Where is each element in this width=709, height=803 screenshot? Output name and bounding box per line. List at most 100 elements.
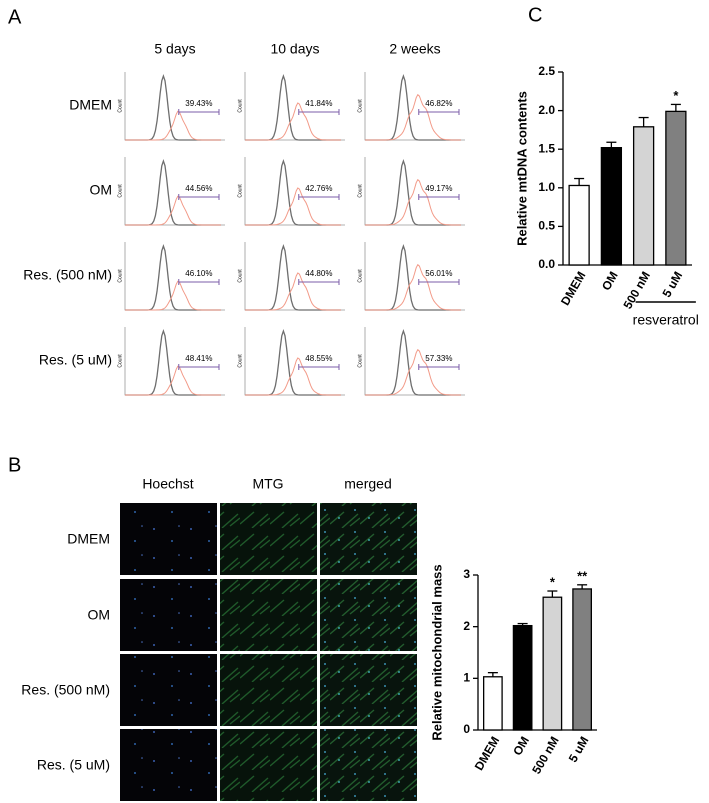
- axis-label: Count: [357, 99, 363, 113]
- sample-curve: [245, 357, 341, 396]
- row-label: Res. (500 nM): [23, 267, 112, 283]
- gate-bracket: [178, 364, 220, 370]
- sample-curve: [365, 178, 461, 226]
- y-tick-label: 1: [463, 671, 470, 685]
- panel-label: B: [8, 454, 21, 476]
- significance: *: [673, 88, 679, 103]
- micrograph: [220, 579, 317, 651]
- gate-percent: 44.80%: [305, 269, 332, 278]
- micrograph: [120, 579, 217, 651]
- micrograph: [320, 503, 417, 575]
- gate-bracket: [298, 279, 340, 285]
- y-axis-label: Relative mitochondrial mass: [429, 564, 444, 740]
- bar: [665, 110, 687, 266]
- axis-label: Count: [237, 184, 243, 198]
- sample-curve: [365, 93, 461, 141]
- gate-percent: 48.41%: [185, 354, 212, 363]
- panel-label: C: [528, 4, 542, 26]
- y-tick-label: 1.5: [538, 141, 555, 155]
- y-tick-label: 1.0: [538, 180, 555, 194]
- gate-percent: 46.82%: [425, 99, 452, 108]
- gate-bracket: [298, 194, 340, 200]
- gate-percent: 46.10%: [185, 269, 212, 278]
- y-axis-label: Relative mtDNA contents: [514, 91, 529, 246]
- gate-percent: 39.43%: [185, 99, 212, 108]
- column-header: 5 days: [154, 41, 195, 57]
- x-tick-label: 5 uM: [659, 269, 685, 300]
- axis-label: Count: [117, 354, 123, 368]
- gate-bracket: [178, 279, 220, 285]
- x-tick-label: OM: [510, 734, 532, 758]
- gate-percent: 56.01%: [425, 269, 452, 278]
- row-label: Res. (5 uM): [39, 352, 112, 368]
- column-header: MTG: [252, 476, 283, 492]
- axis-label: Count: [117, 184, 123, 198]
- micrograph: [120, 729, 217, 801]
- micrograph: [220, 654, 317, 726]
- x-tick-label: DMEM: [472, 734, 502, 773]
- sample-curve: [125, 280, 221, 311]
- micrograph: [320, 654, 417, 726]
- bar: [568, 184, 590, 266]
- gate-bracket: [298, 364, 340, 370]
- column-header: merged: [344, 476, 391, 492]
- gate-percent: 41.84%: [305, 99, 332, 108]
- gate-bracket: [418, 279, 460, 285]
- y-tick-label: 0.0: [538, 257, 555, 271]
- column-header: Hoechst: [142, 476, 193, 492]
- bar: [600, 147, 623, 266]
- x-tick-label: 500 nM: [529, 734, 561, 776]
- sample-curve: [125, 195, 221, 226]
- micrograph: [220, 729, 317, 801]
- gate-bracket: [178, 194, 220, 200]
- micrograph: [120, 654, 217, 726]
- axis-label: Count: [357, 184, 363, 198]
- gate-bracket: [418, 364, 460, 370]
- x-tick-label: 500 nM: [621, 269, 653, 311]
- axis-label: Count: [117, 99, 123, 113]
- sample-curve: [365, 348, 461, 396]
- axis-label: Count: [357, 354, 363, 368]
- gate-percent: 57.33%: [425, 354, 452, 363]
- y-tick-label: 2.5: [538, 64, 555, 78]
- sample-curve: [125, 110, 221, 141]
- gate-percent: 42.76%: [305, 184, 332, 193]
- micrograph: [320, 729, 417, 801]
- x-tick-label: DMEM: [558, 269, 588, 308]
- row-label: Res. (500 nM): [21, 682, 110, 698]
- x-tick-label: 5 uM: [566, 734, 592, 765]
- y-tick-label: 2: [463, 619, 470, 633]
- gate-percent: 48.55%: [305, 354, 332, 363]
- gate-percent: 44.56%: [185, 184, 212, 193]
- row-label: DMEM: [69, 97, 112, 113]
- bar: [572, 588, 592, 731]
- row-label: DMEM: [67, 531, 110, 547]
- bar: [542, 596, 563, 731]
- axis-label: Count: [117, 269, 123, 283]
- gate-percent: 49.17%: [425, 184, 452, 193]
- row-label: OM: [87, 607, 110, 623]
- bar: [632, 126, 655, 266]
- axis-label: Count: [237, 354, 243, 368]
- axis-label: Count: [237, 99, 243, 113]
- sample-curve: [245, 102, 341, 141]
- significance: **: [577, 568, 588, 583]
- y-tick-label: 0.5: [538, 219, 555, 233]
- gate-bracket: [418, 109, 460, 115]
- axis-label: Count: [237, 269, 243, 283]
- gate-bracket: [418, 194, 460, 200]
- micrograph: [320, 579, 417, 651]
- bar: [512, 624, 533, 731]
- significance: *: [550, 574, 556, 589]
- axis-label: Count: [357, 269, 363, 283]
- x-tick-label: OM: [599, 269, 621, 293]
- sample-curve: [245, 187, 341, 226]
- row-label: OM: [89, 182, 112, 198]
- sample-curve: [245, 272, 341, 311]
- y-tick-label: 3: [463, 567, 470, 581]
- sample-curve: [125, 365, 221, 396]
- micrograph: [120, 503, 217, 575]
- y-tick-label: 2.0: [538, 103, 555, 117]
- sample-curve: [365, 263, 461, 311]
